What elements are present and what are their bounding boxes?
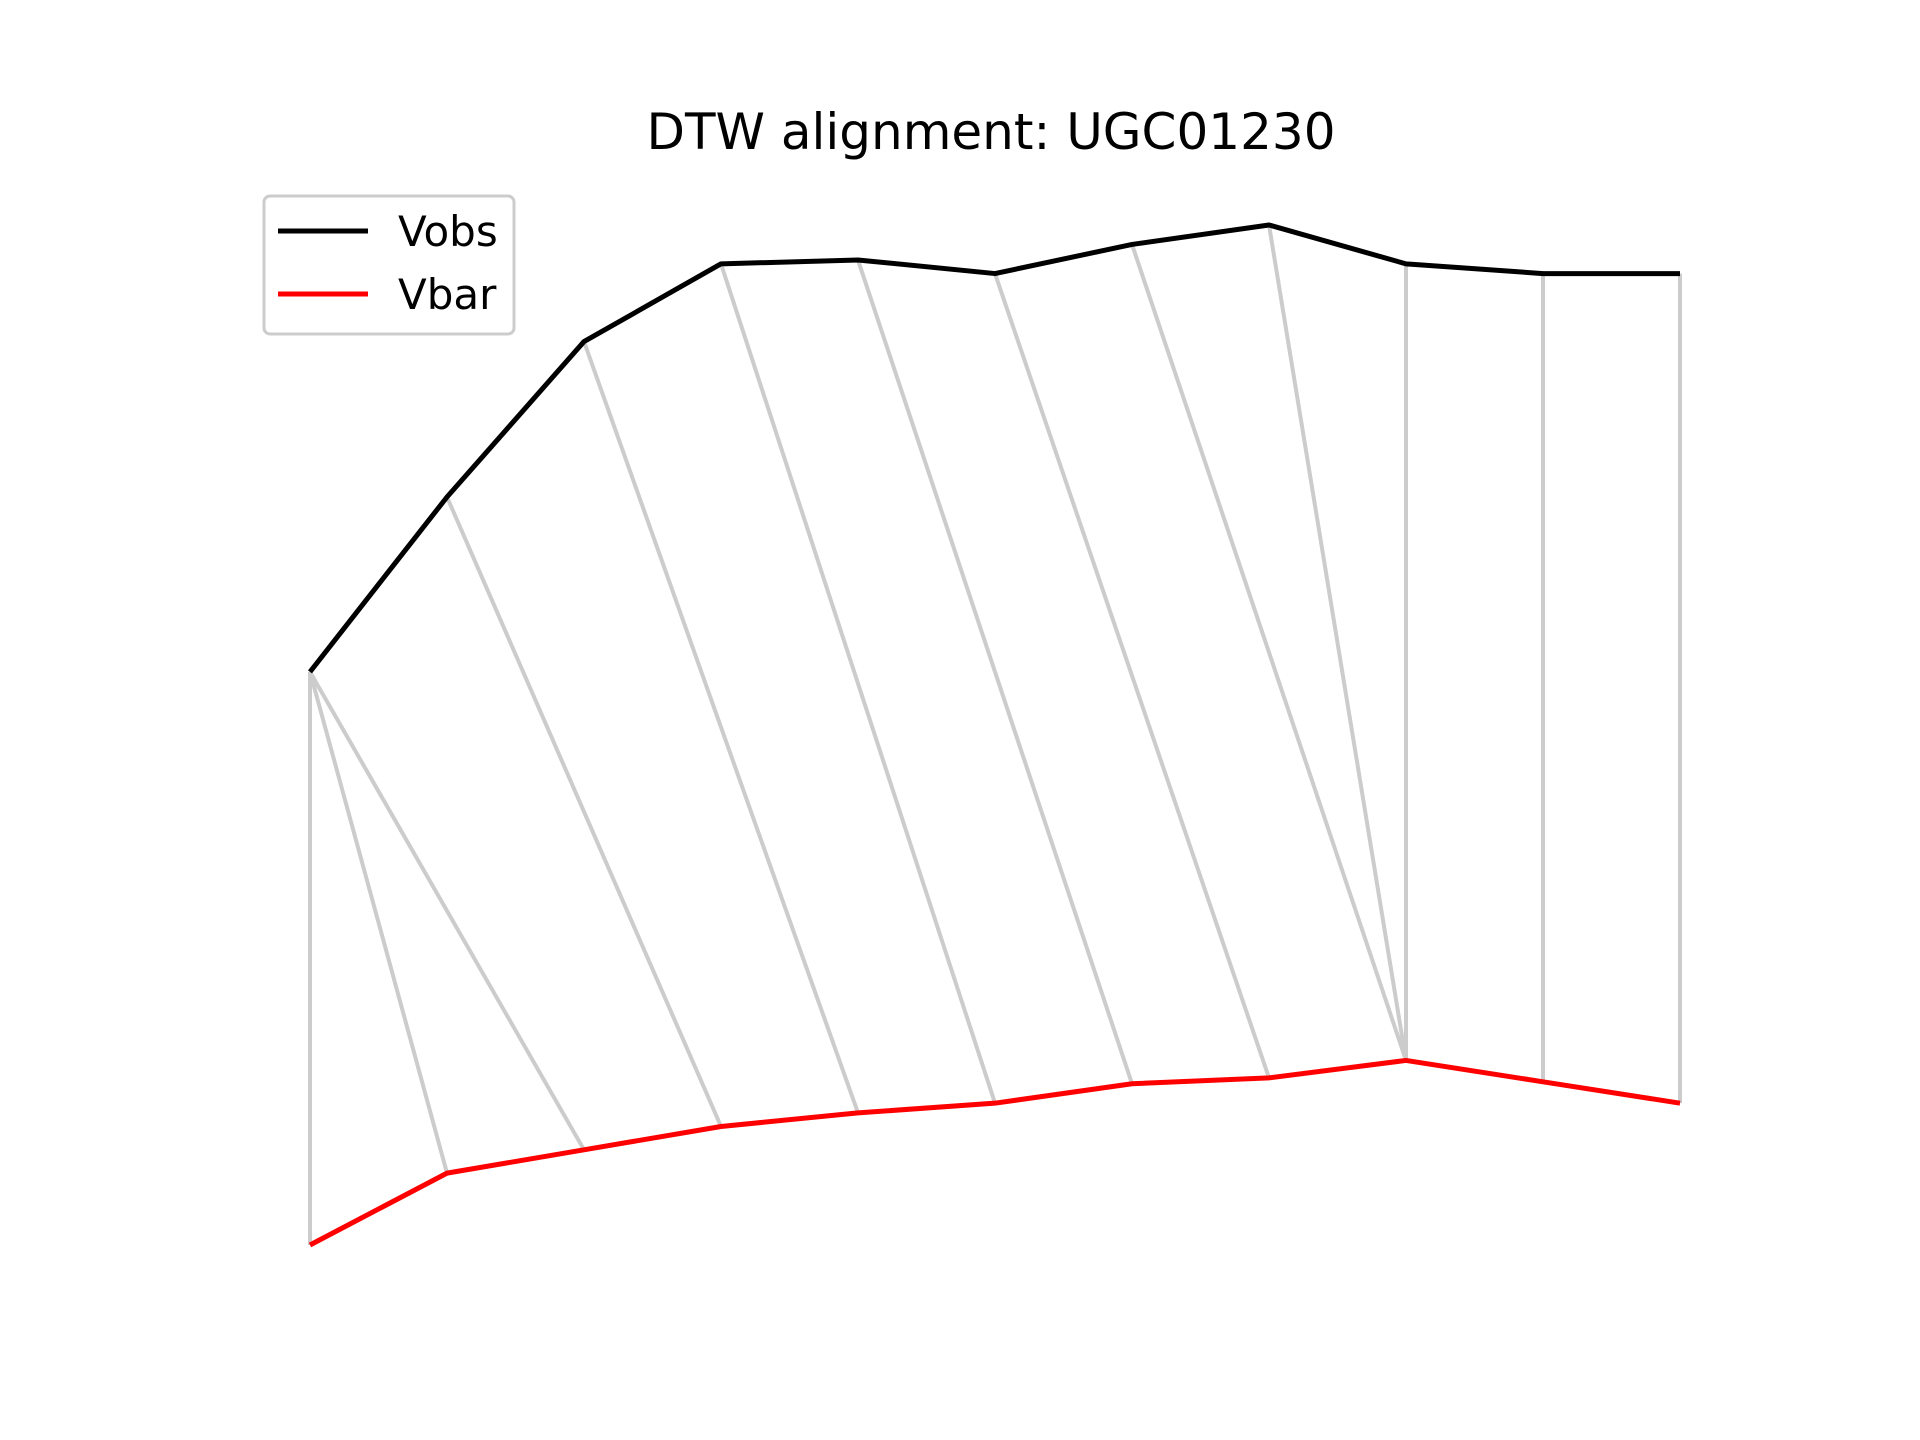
alignment-line-7: [993, 272, 1271, 1079]
alignment-line-2: [308, 670, 586, 1151]
alignment-lines: [308, 224, 1682, 1245]
legend: Vobs Vbar: [262, 194, 516, 336]
series-line-vobs: [308, 222, 1680, 674]
alignment-line-9: [1267, 224, 1408, 1061]
alignment-line-1: [308, 671, 449, 1174]
alignment-line-6: [856, 259, 1134, 1085]
alignment-line-5: [719, 263, 997, 1104]
alignment-line-4: [582, 340, 860, 1114]
series-lines: [308, 222, 1681, 1248]
legend-label-vobs: Vobs: [398, 207, 498, 256]
series-line-vbar: [308, 1057, 1681, 1248]
legend-label-vbar: Vbar: [398, 270, 497, 319]
alignment-line-3: [445, 496, 723, 1128]
alignment-line-8: [1130, 243, 1408, 1062]
chart-title: DTW alignment: UGC01230: [646, 103, 1336, 161]
